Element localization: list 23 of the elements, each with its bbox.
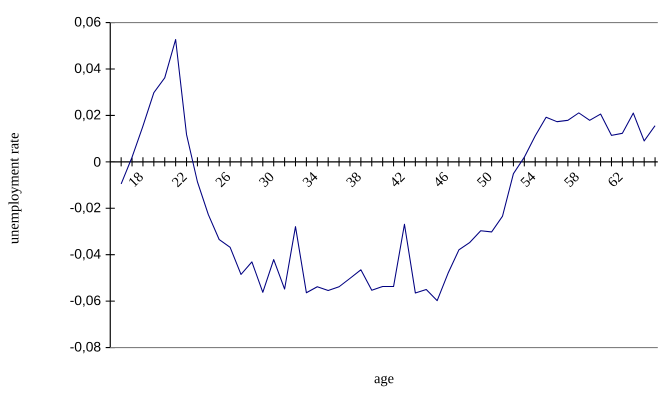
x-tick-label: 62 xyxy=(608,172,624,186)
y-tick-label: 0,04 xyxy=(74,64,101,75)
y-tick-label: -0,02 xyxy=(70,202,100,214)
y-axis-title: unemployment rate xyxy=(8,133,22,244)
x-tick-label: 34 xyxy=(302,172,318,188)
x-tick-label: 38 xyxy=(346,172,361,188)
x-axis-title: age xyxy=(374,376,394,386)
x-tick-label: 58 xyxy=(564,172,579,188)
x-tick-label: 50 xyxy=(476,172,492,188)
y-tick-label: 0,02 xyxy=(74,110,100,122)
x-tick-label: 30 xyxy=(258,172,274,188)
x-tick-label: 42 xyxy=(392,172,406,186)
x-tick-label: 54 xyxy=(520,172,536,188)
line-series xyxy=(120,39,656,302)
x-tick-label: 22 xyxy=(172,172,188,188)
x-tick-label: 18 xyxy=(129,172,143,188)
y-tick-label: 0,06 xyxy=(74,17,100,28)
y-tick-label: -0,08 xyxy=(70,342,100,354)
y-tick-label: -0,06 xyxy=(70,296,100,308)
x-tick-label: 26 xyxy=(215,172,230,188)
y-tick-label: -0,04 xyxy=(70,249,101,261)
x-tick-label: 46 xyxy=(436,172,448,186)
y-tick-label: 0 xyxy=(94,157,101,167)
